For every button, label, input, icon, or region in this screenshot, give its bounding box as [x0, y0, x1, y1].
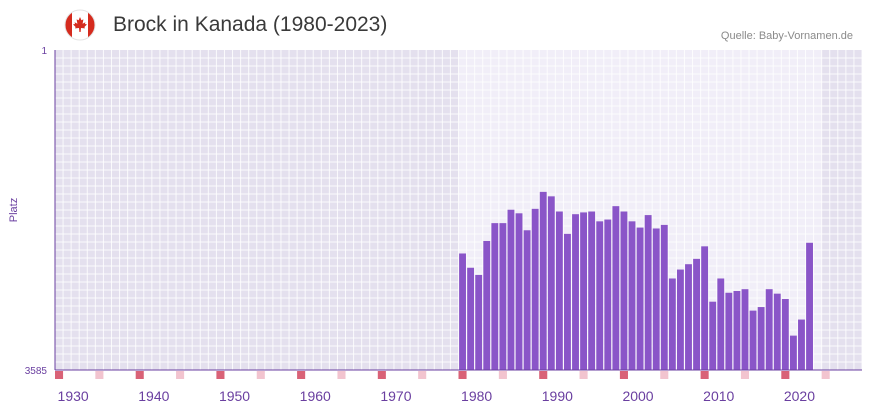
bar-2007 [693, 258, 700, 370]
year-marker [377, 371, 386, 379]
x-tick-label: 1990 [542, 388, 573, 404]
bar-1992 [572, 214, 579, 370]
x-tick-label: 1970 [380, 388, 411, 404]
bar-1987 [531, 208, 539, 370]
bar-1983 [499, 223, 507, 370]
year-marker [297, 371, 306, 379]
bar-2010 [717, 278, 725, 370]
x-tick-label: 1950 [219, 388, 250, 404]
bar-1994 [588, 211, 596, 370]
bar-2009 [709, 301, 717, 370]
x-tick-label: 2000 [622, 388, 653, 404]
bar-2018 [781, 299, 789, 370]
bar-2008 [701, 246, 709, 370]
x-tick-label: 1980 [461, 388, 492, 404]
bar-1979 [467, 267, 475, 370]
bar-2019 [789, 335, 797, 370]
bar-1998 [620, 211, 628, 370]
x-tick-label: 2010 [703, 388, 734, 404]
axes [54, 50, 862, 371]
bar-2005 [676, 269, 684, 370]
chart-title: Brock in Kanada (1980-2023) [113, 13, 388, 36]
year-marker [660, 371, 669, 379]
year-marker [135, 371, 144, 379]
bar-2016 [765, 289, 773, 370]
year-marker [95, 371, 104, 379]
year-marker [619, 371, 628, 379]
x-tick-label: 1940 [138, 388, 169, 404]
x-tick-label: 1930 [58, 388, 89, 404]
bar-1988 [539, 191, 547, 370]
bar-1980 [475, 274, 483, 370]
bar-1997 [612, 206, 620, 370]
bar-1981 [483, 240, 491, 370]
bar-1978 [459, 253, 466, 370]
canada-flag-icon [64, 9, 96, 41]
year-marker [740, 371, 750, 379]
year-markers [55, 371, 830, 379]
bar-2013 [741, 289, 749, 370]
bar-1995 [596, 221, 604, 370]
bar-2014 [749, 310, 757, 370]
bar-1999 [628, 221, 636, 370]
bar-2017 [773, 293, 781, 370]
bar-1985 [515, 213, 523, 370]
year-marker [821, 371, 830, 379]
year-marker [176, 371, 185, 379]
bar-2015 [757, 307, 765, 370]
chart-header: Brock in Kanada (1980-2023) Quelle: Baby… [0, 0, 873, 50]
bar-2020 [798, 319, 805, 370]
bar-2002 [652, 228, 660, 370]
year-marker [337, 371, 346, 379]
year-marker [216, 371, 225, 379]
bar-2021 [806, 242, 813, 370]
bar-1986 [523, 230, 531, 370]
bars [459, 191, 813, 370]
source-label: Quelle: Baby-Vornamen.de [720, 30, 853, 42]
axis-labels: 1 3585 Platz 1930 1940 1950 1960 1970 1980 1990 20… [8, 46, 815, 404]
y-axis-title: Platz [8, 198, 20, 222]
year-marker [256, 371, 265, 379]
bar-2001 [644, 215, 652, 370]
x-tick-label: 1960 [300, 388, 331, 404]
bar-1991 [564, 233, 571, 370]
bar-1984 [507, 209, 515, 370]
year-marker [700, 371, 709, 379]
bar-2011 [725, 292, 733, 370]
x-tick-label: 2020 [784, 388, 815, 404]
year-marker [539, 371, 548, 379]
year-marker [55, 371, 64, 379]
bar-2006 [685, 264, 692, 370]
bar-1996 [604, 219, 612, 370]
year-marker [418, 371, 427, 379]
year-marker [781, 371, 790, 379]
y-tick-label: 3585 [25, 366, 48, 377]
bar-2003 [660, 224, 668, 370]
bar-2012 [733, 290, 741, 370]
bar-1989 [547, 196, 555, 370]
bar-1982 [491, 223, 499, 370]
bar-1993 [580, 212, 588, 370]
bar-2000 [636, 227, 644, 370]
bar-2004 [668, 278, 676, 370]
year-marker [498, 371, 507, 379]
bar-1990 [555, 211, 563, 370]
y-tick-label: 1 [41, 46, 47, 57]
year-marker [579, 371, 588, 379]
grid-lines [54, 50, 863, 370]
year-marker [458, 371, 467, 379]
